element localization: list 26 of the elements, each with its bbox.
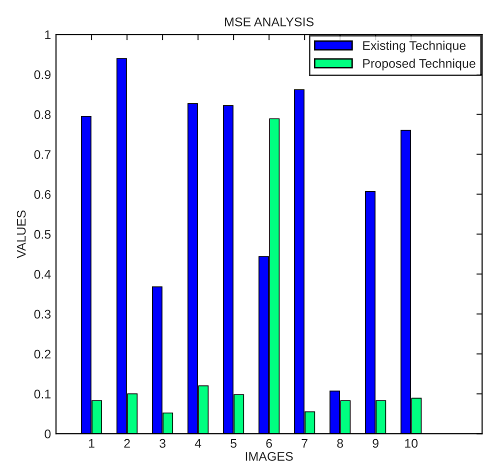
x-tick-label: 6	[266, 438, 272, 448]
x-tick-label: 8	[337, 438, 344, 448]
y-tick-label: 0.3	[34, 310, 51, 319]
x-tick-label: 7	[302, 439, 308, 448]
x-tick-label: 10	[405, 438, 418, 448]
y-tick-label: 1	[45, 30, 51, 40]
chart-title: MSE ANALYSIS	[225, 17, 314, 26]
y-tick-label: 0.9	[34, 70, 51, 80]
y-axis-title: VALUES	[16, 210, 26, 258]
legend-label: Existing Technique	[363, 40, 466, 52]
y-tick-label: 0.7	[34, 150, 51, 159]
x-axis-title: IMAGES	[246, 452, 293, 461]
x-tick-label: 2	[124, 438, 130, 448]
y-tick-label: 0.6	[34, 190, 51, 199]
y-tick-label: 0.1	[34, 390, 51, 398]
y-tick-label: 0.8	[34, 110, 51, 120]
x-tick-label: 4	[194, 439, 202, 448]
x-tick-label: 9	[372, 438, 378, 448]
x-tick-label: 1	[88, 439, 94, 448]
y-tick-label: 0	[44, 430, 51, 438]
x-tick-label: 5	[230, 439, 237, 448]
x-tick-label: 3	[160, 438, 166, 448]
y-tick-label: 0.4	[34, 270, 51, 279]
y-tick-label: 0.2	[34, 350, 51, 359]
legend-label: Proposed Technique	[363, 58, 476, 70]
y-tick-label: 0.5	[34, 230, 51, 239]
